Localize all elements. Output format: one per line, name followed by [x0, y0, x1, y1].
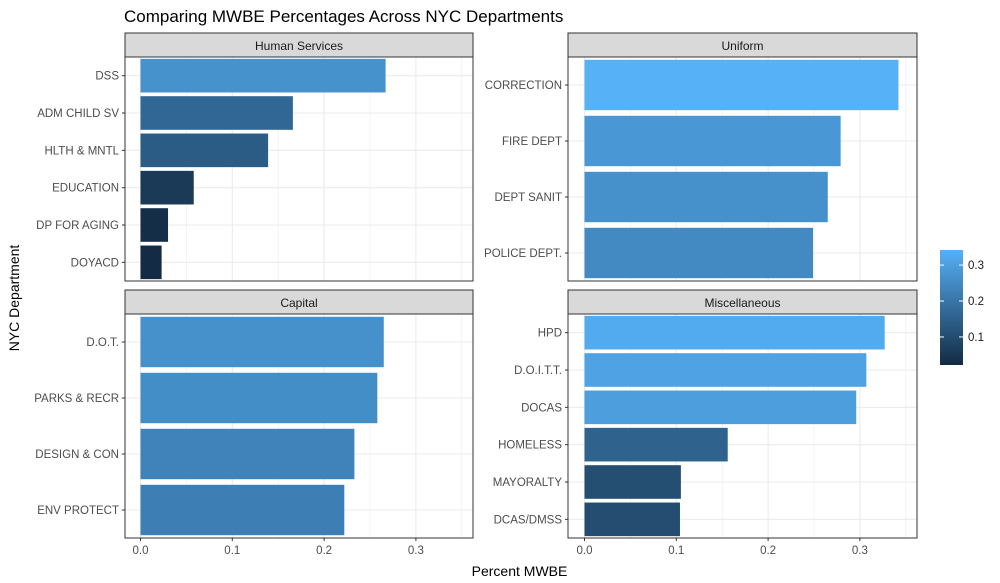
- x-tick-label: 0.1: [224, 545, 240, 557]
- facet-strip-label: Miscellaneous: [704, 296, 780, 310]
- colorbar-tick-label: 0.2: [968, 296, 984, 308]
- bar: [584, 465, 681, 499]
- bar: [140, 133, 269, 168]
- y-tick-label: D.O.T.: [86, 337, 119, 349]
- y-axis-title: NYC Department: [6, 245, 22, 352]
- x-tick-label: 0.0: [577, 545, 593, 557]
- x-axis-title: Percent MWBE: [472, 563, 568, 579]
- bar: [584, 171, 828, 223]
- bar: [140, 372, 378, 424]
- bar: [140, 58, 386, 93]
- y-tick-label: POLICE DEPT.: [484, 248, 562, 260]
- facet-panels: DSS ADM CHILD SV HLTH & MNTL EDUCATION DP FO…: [34, 32, 918, 557]
- y-tick-label: HOMELESS: [498, 440, 562, 452]
- facet-strip-label: Capital: [280, 296, 317, 310]
- chart-title: Comparing MWBE Percentages Across NYC De…: [124, 7, 563, 26]
- facet-panel: CORRECTION FIRE DEPT DEPT SANIT POLICE DEPT…: [484, 32, 918, 282]
- x-tick-label: 0.1: [668, 545, 684, 557]
- y-tick-label: EDUCATION: [52, 183, 119, 195]
- y-tick-label: DOYACD: [71, 257, 119, 269]
- facet-panel: DSS ADM CHILD SV HLTH & MNTL EDUCATION DP FO…: [36, 32, 474, 282]
- y-tick-label: MAYORALTY: [493, 477, 563, 489]
- bar: [140, 170, 194, 205]
- bar: [140, 316, 384, 368]
- facet-panel: D.O.T. PARKS & RECR DESIGN & CON ENV PROTEC…: [34, 289, 474, 557]
- x-tick-label: 0.2: [316, 545, 332, 557]
- y-tick-label: FIRE DEPT: [502, 136, 562, 148]
- x-tick-label: 0.2: [760, 545, 776, 557]
- x-tick-label: 0.0: [133, 545, 149, 557]
- colorbar: [940, 250, 963, 365]
- bar: [140, 484, 345, 536]
- facet-strip: [124, 32, 474, 58]
- y-tick-label: HPD: [538, 328, 562, 340]
- facet-strip-label: Human Services: [255, 39, 343, 53]
- y-tick-label: DESIGN & CON: [35, 449, 119, 461]
- y-tick-label: PARKS & RECR: [34, 393, 119, 405]
- colorbar-tick-label: 0.1: [968, 332, 984, 344]
- y-tick-label: HLTH & MNTL: [44, 145, 119, 157]
- y-tick-label: DEPT SANIT: [494, 192, 562, 204]
- x-tick-label: 0.3: [852, 545, 868, 557]
- bar: [584, 502, 680, 537]
- facet-strip: [567, 289, 918, 315]
- x-tick-label: 0.3: [408, 545, 424, 557]
- facet-strip: [124, 289, 474, 315]
- colorbar-tick-label: 0.3: [968, 260, 984, 272]
- bar: [584, 59, 899, 111]
- bar: [584, 390, 857, 425]
- y-tick-label: ADM CHILD SV: [37, 108, 119, 120]
- y-tick-label: DSS: [95, 71, 119, 83]
- y-tick-label: CORRECTION: [485, 80, 562, 92]
- bar: [140, 208, 169, 242]
- bar: [140, 428, 355, 480]
- bar: [140, 96, 293, 130]
- y-tick-label: DOCAS: [521, 402, 562, 414]
- panel-background: [568, 314, 917, 538]
- y-tick-label: DCAS/DMSS: [494, 514, 563, 526]
- bar: [584, 227, 814, 279]
- color-legend: 0.1 0.2 0.3: [940, 250, 984, 365]
- facet-panel: HPD D.O.I.T.T. DOCAS HOMELESS MAYORALTY DCAS/…: [493, 289, 918, 557]
- bar: [140, 245, 162, 280]
- y-tick-label: DP FOR AGING: [36, 220, 119, 232]
- bar: [584, 315, 885, 350]
- facet-strip: [567, 32, 918, 58]
- bar: [584, 353, 867, 387]
- bar: [584, 115, 841, 167]
- facet-strip-label: Uniform: [721, 39, 763, 53]
- y-tick-label: ENV PROTECT: [37, 505, 119, 517]
- bar: [584, 427, 728, 462]
- panel-background: [125, 57, 473, 281]
- y-tick-label: D.O.I.T.T.: [514, 365, 562, 377]
